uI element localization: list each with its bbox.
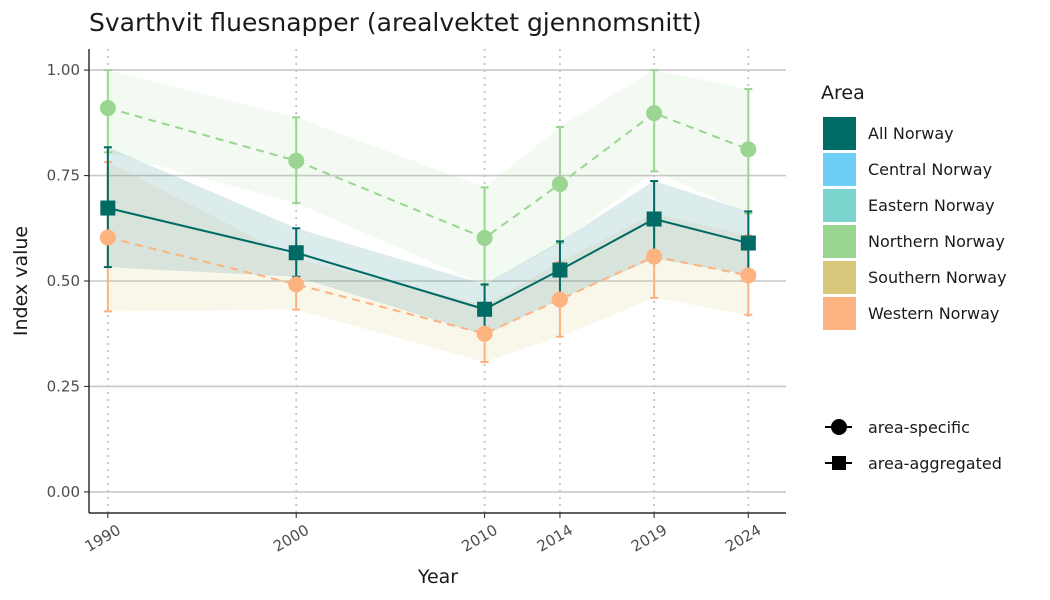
- legend-square-icon: [832, 456, 846, 470]
- legend-swatch: [823, 261, 856, 294]
- legend-label: area-specific: [868, 418, 970, 437]
- y-tick-label-1: 0.25: [47, 377, 80, 395]
- line-western-norway: [107, 236, 749, 335]
- x-axis-title: Year: [417, 566, 458, 588]
- y-axis-ticks: 0.00 0.25 0.50 0.75 1.00: [47, 61, 89, 501]
- point-western-norway-1: [288, 276, 305, 293]
- legend-item-central-norway: Central Norway: [823, 153, 992, 186]
- legend-title: Area: [821, 82, 865, 104]
- point-all-norway-4: [646, 211, 662, 227]
- legend-label: Central Norway: [868, 160, 992, 179]
- point-northern-norway-0: [99, 100, 116, 117]
- point-western-norway-2: [476, 325, 493, 342]
- x-tick-label-0: 1990: [82, 521, 124, 556]
- point-northern-norway-2: [476, 229, 493, 246]
- point-western-norway-4: [646, 248, 663, 265]
- chart-title: Svarthvit fluesnapper (arealvektet gjenn…: [89, 8, 702, 37]
- legend-swatch: [823, 153, 856, 186]
- point-western-norway-0: [99, 229, 116, 246]
- data-points: [99, 100, 757, 342]
- x-tick-label-5: 2024: [722, 521, 764, 556]
- point-western-norway-3: [551, 291, 568, 308]
- legend-circle-icon: [831, 419, 847, 435]
- point-northern-norway-4: [646, 105, 663, 122]
- series-lines: [107, 107, 749, 335]
- confidence-bands: [107, 70, 749, 362]
- point-western-norway-5: [740, 267, 757, 284]
- point-all-norway-5: [740, 235, 756, 251]
- legend-item-area-aggregated: area-aggregated: [825, 454, 1002, 473]
- band-northern-norway: [107, 70, 749, 286]
- point-all-norway-1: [288, 245, 304, 261]
- legend-item-all-norway: All Norway: [823, 117, 954, 150]
- legend-label: area-aggregated: [868, 454, 1002, 473]
- legend-areas: All Norway Central Norway Eastern Norway No…: [823, 117, 1007, 330]
- legend-item-area-specific: area-specific: [825, 418, 970, 437]
- legend-item-eastern-norway: Eastern Norway: [823, 189, 995, 222]
- x-tick-label-2: 2010: [459, 521, 501, 556]
- legend-label: Northern Norway: [868, 232, 1005, 251]
- legend-label: Western Norway: [868, 304, 999, 323]
- point-all-norway-2: [477, 301, 493, 317]
- x-axis-ticks: 1990 2000 2010 2014 2019 2024: [82, 513, 764, 556]
- legend-item-northern-norway: Northern Norway: [823, 225, 1005, 258]
- point-all-norway-0: [100, 200, 116, 216]
- x-tick-label-1: 2000: [270, 521, 312, 556]
- x-tick-label-4: 2019: [628, 521, 670, 556]
- legend-label: Southern Norway: [868, 268, 1007, 287]
- y-tick-label-3: 0.75: [47, 167, 80, 185]
- y-tick-label-2: 0.50: [47, 272, 80, 290]
- y-tick-label-0: 0.00: [47, 483, 80, 501]
- legend-shapes: area-specific area-aggregated: [825, 418, 1002, 473]
- point-northern-norway-5: [740, 141, 757, 158]
- y-tick-label-4: 1.00: [47, 61, 80, 79]
- x-tick-label-3: 2014: [534, 521, 576, 556]
- legend: Area All Norway Central Norway Eastern Nor…: [821, 82, 1007, 473]
- legend-swatch: [823, 117, 856, 150]
- legend-item-western-norway: Western Norway: [823, 297, 999, 330]
- legend-label: All Norway: [868, 124, 954, 143]
- band-southern-norway: [107, 162, 749, 362]
- legend-swatch: [823, 297, 856, 330]
- line-all-norway: [107, 207, 749, 311]
- y-axis-title: Index value: [10, 226, 32, 336]
- legend-item-southern-norway: Southern Norway: [823, 261, 1007, 294]
- band-all-norway: [107, 147, 749, 335]
- legend-label: Eastern Norway: [868, 196, 995, 215]
- legend-swatch: [823, 225, 856, 258]
- legend-swatch: [823, 189, 856, 222]
- point-all-norway-3: [552, 262, 568, 278]
- point-northern-norway-1: [288, 152, 305, 169]
- point-northern-norway-3: [551, 175, 568, 192]
